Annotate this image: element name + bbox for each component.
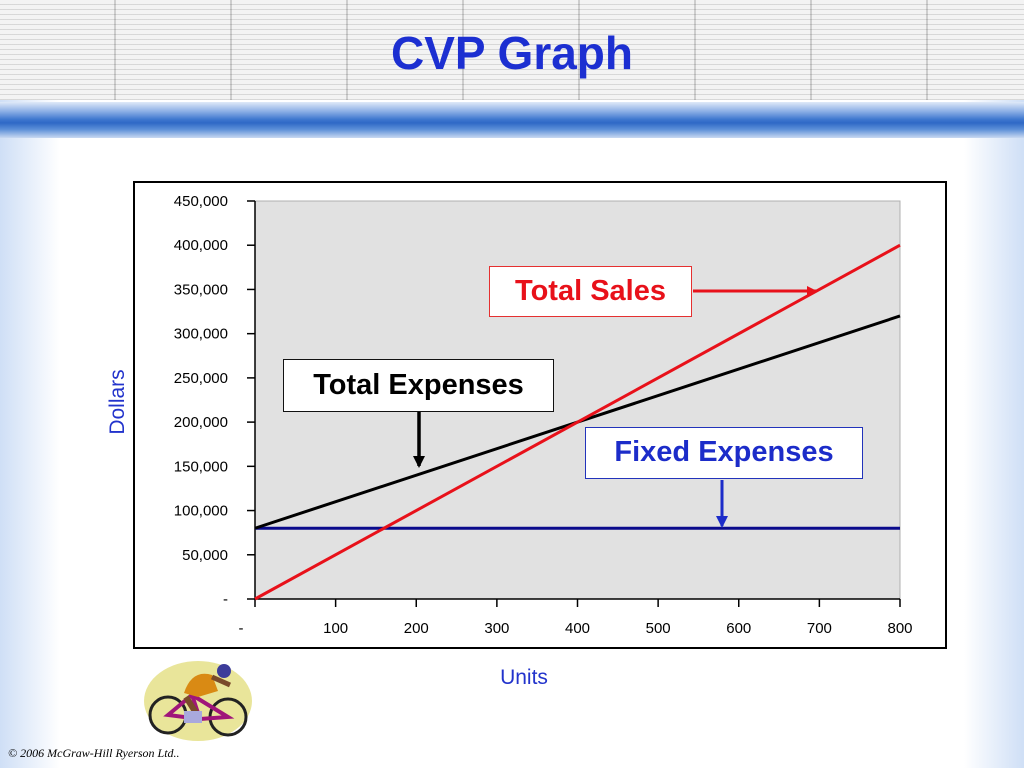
y-tick-label: 100,000 <box>174 503 228 520</box>
x-tick-label: 200 <box>404 620 429 637</box>
y-tick-label: 150,000 <box>174 458 228 475</box>
copyright-text: © 2006 McGraw-Hill Ryerson Ltd.. <box>8 746 180 760</box>
y-tick-label: - <box>223 591 228 608</box>
y-axis: - 50,000 100,000 150,000 200,000 250,000 300,0… <box>174 193 256 608</box>
x-tick-label: 400 <box>565 620 590 637</box>
callout-arrows <box>413 286 817 528</box>
y-tick-label: 450,000 <box>174 193 228 210</box>
x-axis-label: Units <box>500 666 548 689</box>
cyclist-logo <box>144 661 252 741</box>
x-tick-label: 600 <box>726 620 751 637</box>
y-tick-label: 50,000 <box>182 547 228 564</box>
slide-title: CVP Graph <box>391 27 633 79</box>
y-tick-label: 250,000 <box>174 370 228 387</box>
y-axis-label: Dollars <box>106 369 129 435</box>
x-tick-label: 700 <box>807 620 832 637</box>
series-lines <box>254 243 901 601</box>
header-banner <box>0 0 1024 100</box>
y-tick-label: 400,000 <box>174 237 228 254</box>
y-tick-label: 350,000 <box>174 281 228 298</box>
x-tick-label: 500 <box>646 620 671 637</box>
x-tick-label: 800 <box>887 620 912 637</box>
x-tick-label: 100 <box>323 620 348 637</box>
y-tick-label: 200,000 <box>174 414 228 431</box>
header-band <box>0 102 1024 138</box>
total-expenses-callout: Total Expenses <box>283 359 554 412</box>
fixed-expenses-callout: Fixed Expenses <box>585 427 863 479</box>
total-sales-line <box>254 243 901 601</box>
x-axis: - 100 200 300 400 500 600 700 800 <box>239 598 913 637</box>
x-tick-label: 300 <box>484 620 509 637</box>
x-tick-label: - <box>239 620 244 637</box>
total-sales-callout: Total Sales <box>489 266 692 317</box>
y-tick-label: 300,000 <box>174 326 228 343</box>
